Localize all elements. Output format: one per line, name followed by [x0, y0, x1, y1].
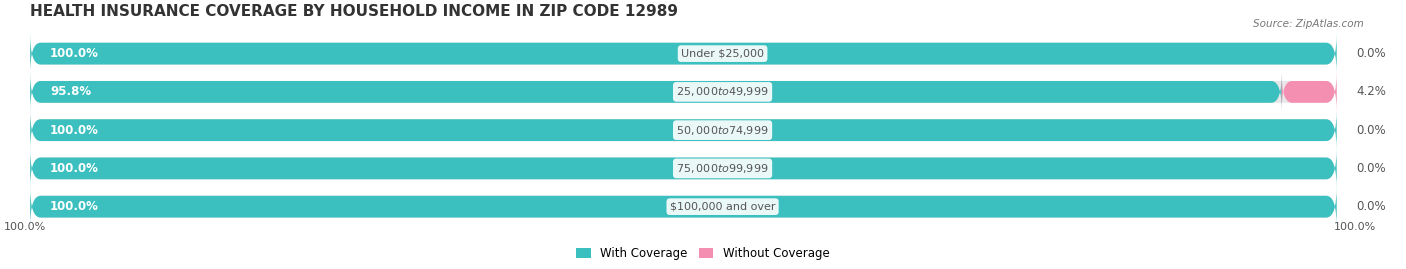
Text: 95.8%: 95.8% [49, 85, 91, 98]
Text: 0.0%: 0.0% [1357, 47, 1386, 60]
Text: 100.0%: 100.0% [49, 124, 98, 137]
FancyBboxPatch shape [30, 149, 1337, 188]
Text: 100.0%: 100.0% [1333, 222, 1375, 232]
Text: Under $25,000: Under $25,000 [681, 49, 763, 59]
FancyBboxPatch shape [30, 111, 1337, 150]
FancyBboxPatch shape [30, 187, 1337, 226]
Text: 0.0%: 0.0% [1357, 124, 1386, 137]
Text: 0.0%: 0.0% [1357, 162, 1386, 175]
FancyBboxPatch shape [30, 72, 1337, 112]
FancyBboxPatch shape [1281, 72, 1337, 112]
Text: $50,000 to $74,999: $50,000 to $74,999 [676, 124, 769, 137]
Legend: With Coverage, Without Coverage: With Coverage, Without Coverage [572, 242, 834, 265]
Text: $75,000 to $99,999: $75,000 to $99,999 [676, 162, 769, 175]
Text: 100.0%: 100.0% [49, 162, 98, 175]
Text: 0.0%: 0.0% [1357, 200, 1386, 213]
FancyBboxPatch shape [30, 111, 1337, 150]
Text: $100,000 and over: $100,000 and over [669, 202, 775, 212]
Text: HEALTH INSURANCE COVERAGE BY HOUSEHOLD INCOME IN ZIP CODE 12989: HEALTH INSURANCE COVERAGE BY HOUSEHOLD I… [31, 4, 678, 19]
FancyBboxPatch shape [30, 149, 1337, 188]
Text: 4.2%: 4.2% [1357, 85, 1386, 98]
Text: 100.0%: 100.0% [49, 200, 98, 213]
Text: $25,000 to $49,999: $25,000 to $49,999 [676, 85, 769, 98]
FancyBboxPatch shape [30, 187, 1337, 226]
FancyBboxPatch shape [30, 34, 1337, 73]
FancyBboxPatch shape [30, 72, 1282, 112]
Text: Source: ZipAtlas.com: Source: ZipAtlas.com [1253, 19, 1364, 29]
Text: 100.0%: 100.0% [4, 222, 46, 232]
FancyBboxPatch shape [30, 34, 1337, 73]
Text: 100.0%: 100.0% [49, 47, 98, 60]
